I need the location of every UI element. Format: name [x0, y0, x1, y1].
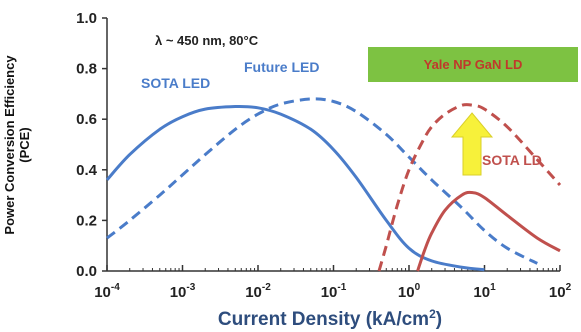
y-tick-label: 0.2 — [76, 212, 97, 229]
series-future-led-line — [106, 97, 538, 265]
x-axis-title: Current Density (kA/cm2) — [218, 307, 442, 330]
x-tick-label: 101 — [473, 282, 496, 301]
x-tick-label: 10-2 — [245, 282, 271, 301]
x-tick-labels: 10-4 10-3 10-2 10-1 100 101 102 — [94, 265, 572, 301]
series-label-future-led: Future LED — [244, 59, 319, 75]
series-future-ld-dashed-line — [377, 102, 562, 272]
series-sota-ld-line — [416, 190, 561, 272]
series-group — [105, 97, 562, 272]
series-label-sota-led: SOTA LED — [141, 75, 210, 91]
callout-box: Yale NP GaN LD — [368, 47, 578, 82]
y-tick-label: 1.0 — [76, 10, 97, 27]
annotation-text: λ ~ 450 nm, 80°C — [155, 33, 259, 48]
y-axis-title-line1: Power Conversion Efficiency — [2, 55, 17, 235]
up-arrow-icon — [450, 112, 494, 176]
y-axis-title: Power Conversion Efficiency (PCE) — [0, 0, 60, 332]
y-tick-label: 0.4 — [76, 162, 98, 179]
y-tick-labels: 0.0 0.2 0.4 0.6 0.8 1.0 — [76, 10, 107, 280]
series-sota-led-line — [105, 104, 485, 272]
y-axis-title-line2: (PCE) — [17, 127, 32, 163]
x-tick-label: 10-3 — [170, 282, 196, 301]
callout-text: Yale NP GaN LD — [424, 57, 523, 72]
series-label-sota-ld: SOTA LD — [482, 152, 542, 168]
x-tick-label: 10-1 — [321, 282, 347, 301]
y-tick-label: 0.6 — [76, 111, 97, 128]
y-tick-label: 0.8 — [76, 61, 97, 78]
y-tick-label: 0.0 — [76, 263, 97, 280]
x-tick-label: 102 — [549, 282, 572, 301]
x-tick-label: 10-4 — [94, 282, 120, 301]
x-tick-label: 100 — [398, 282, 421, 301]
